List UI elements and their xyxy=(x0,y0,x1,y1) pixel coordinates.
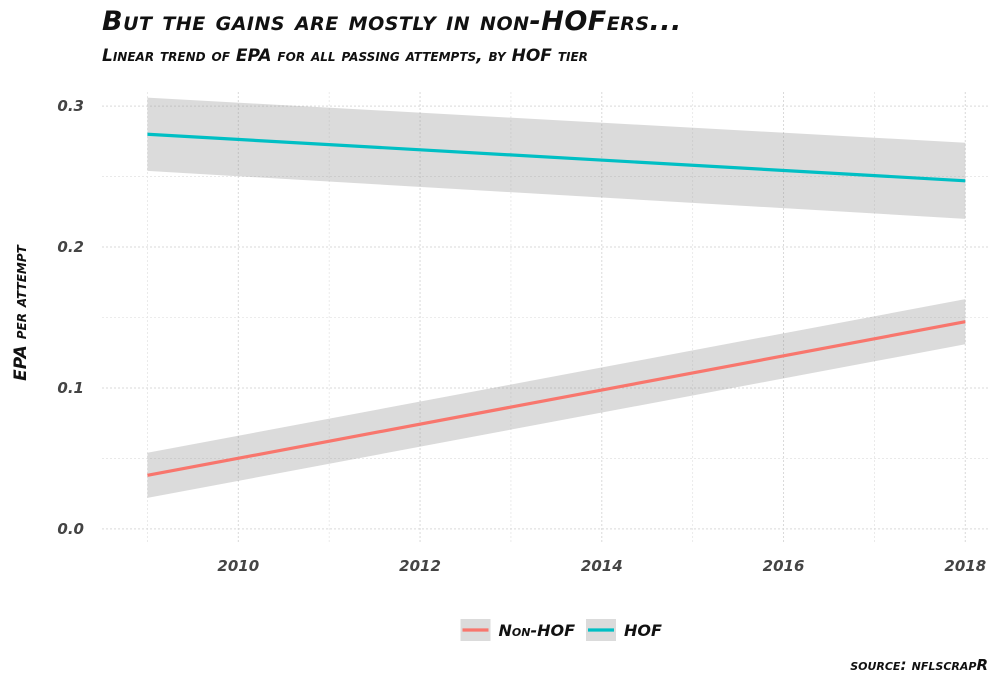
x-tick-label: 2018 xyxy=(944,557,986,575)
x-tick-label: 2010 xyxy=(217,557,259,575)
y-tick-labels: 0.0 0.1 0.2 0.3 xyxy=(57,97,84,538)
legend-item-hof: HOF xyxy=(586,619,662,641)
y-tick-label: 0.1 xyxy=(57,379,84,397)
y-tick-label: 0.3 xyxy=(57,97,84,115)
x-tick-label: 2016 xyxy=(763,557,805,575)
non-hof-trend-line xyxy=(147,322,965,476)
legend-label: HOF xyxy=(624,621,662,640)
y-axis-title: EPA per attempt xyxy=(11,244,31,380)
x-tick-label: 2014 xyxy=(581,557,623,575)
y-tick-label: 0.0 xyxy=(57,520,84,538)
legend-label: Non-HOF xyxy=(499,621,576,640)
y-tick-label: 0.2 xyxy=(57,238,84,256)
x-tick-labels: 2010 2012 2014 2016 2018 xyxy=(217,557,986,575)
legend: Non-HOF HOF xyxy=(461,619,662,641)
source-caption: source: nflscrapR xyxy=(850,656,988,674)
legend-item-non-hof: Non-HOF xyxy=(461,619,576,641)
x-tick-label: 2012 xyxy=(399,557,441,575)
